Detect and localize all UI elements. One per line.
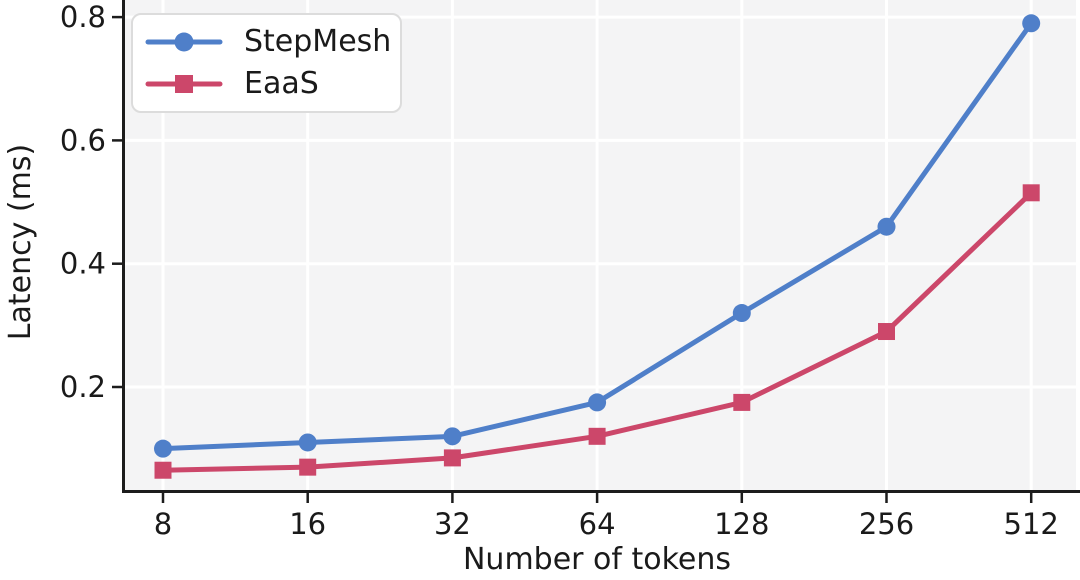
- legend-marker-square: [175, 75, 193, 93]
- data-point-eaas: [443, 449, 461, 467]
- plot-layer: 0.2 0.4 0.6 0.8 8 16 32 64 128 256 512: [60, 0, 1080, 541]
- legend-item-stepmesh: StepMesh: [145, 27, 400, 57]
- data-point-stepmesh: [154, 439, 172, 458]
- x-tick-label: 128: [714, 507, 769, 541]
- legend-label-stepmesh: StepMesh: [244, 24, 392, 59]
- y-tick-label: 0.2: [60, 370, 106, 404]
- stepmesh-line-sample-icon: [145, 32, 223, 52]
- x-tick-label: 16: [289, 507, 326, 541]
- data-point-stepmesh: [732, 304, 751, 323]
- data-point-stepmesh: [877, 217, 896, 236]
- data-point-stepmesh: [588, 393, 607, 412]
- data-point-stepmesh: [298, 433, 317, 452]
- x-axis-label: Number of tokens: [463, 542, 731, 577]
- x-tick-label: 64: [579, 507, 616, 541]
- data-point-eaas: [1022, 184, 1040, 202]
- data-point-eaas: [733, 393, 751, 411]
- legend-marker-circle: [174, 32, 194, 52]
- legend-label-eaas: EaaS: [244, 66, 319, 101]
- y-axis-label: Latency (ms): [3, 144, 38, 340]
- y-tick-label: 0.8: [60, 0, 106, 34]
- y-tick-label: 0.6: [60, 123, 106, 157]
- data-point-stepmesh: [443, 427, 462, 446]
- legend: StepMesh EaaS: [131, 13, 402, 113]
- data-point-eaas: [154, 461, 172, 479]
- data-point-eaas: [299, 458, 317, 476]
- eaas-line-sample-icon: [145, 75, 223, 93]
- x-tick-label: 8: [154, 507, 172, 541]
- data-point-eaas: [878, 323, 895, 341]
- y-tick-label: 0.4: [60, 247, 106, 281]
- x-tick-label: 32: [434, 507, 471, 541]
- data-point-stepmesh: [1022, 14, 1041, 33]
- x-tick-label: 256: [859, 507, 914, 541]
- legend-item-eaas: EaaS: [145, 69, 400, 99]
- data-point-eaas: [588, 427, 606, 445]
- x-tick-label: 512: [1004, 507, 1059, 541]
